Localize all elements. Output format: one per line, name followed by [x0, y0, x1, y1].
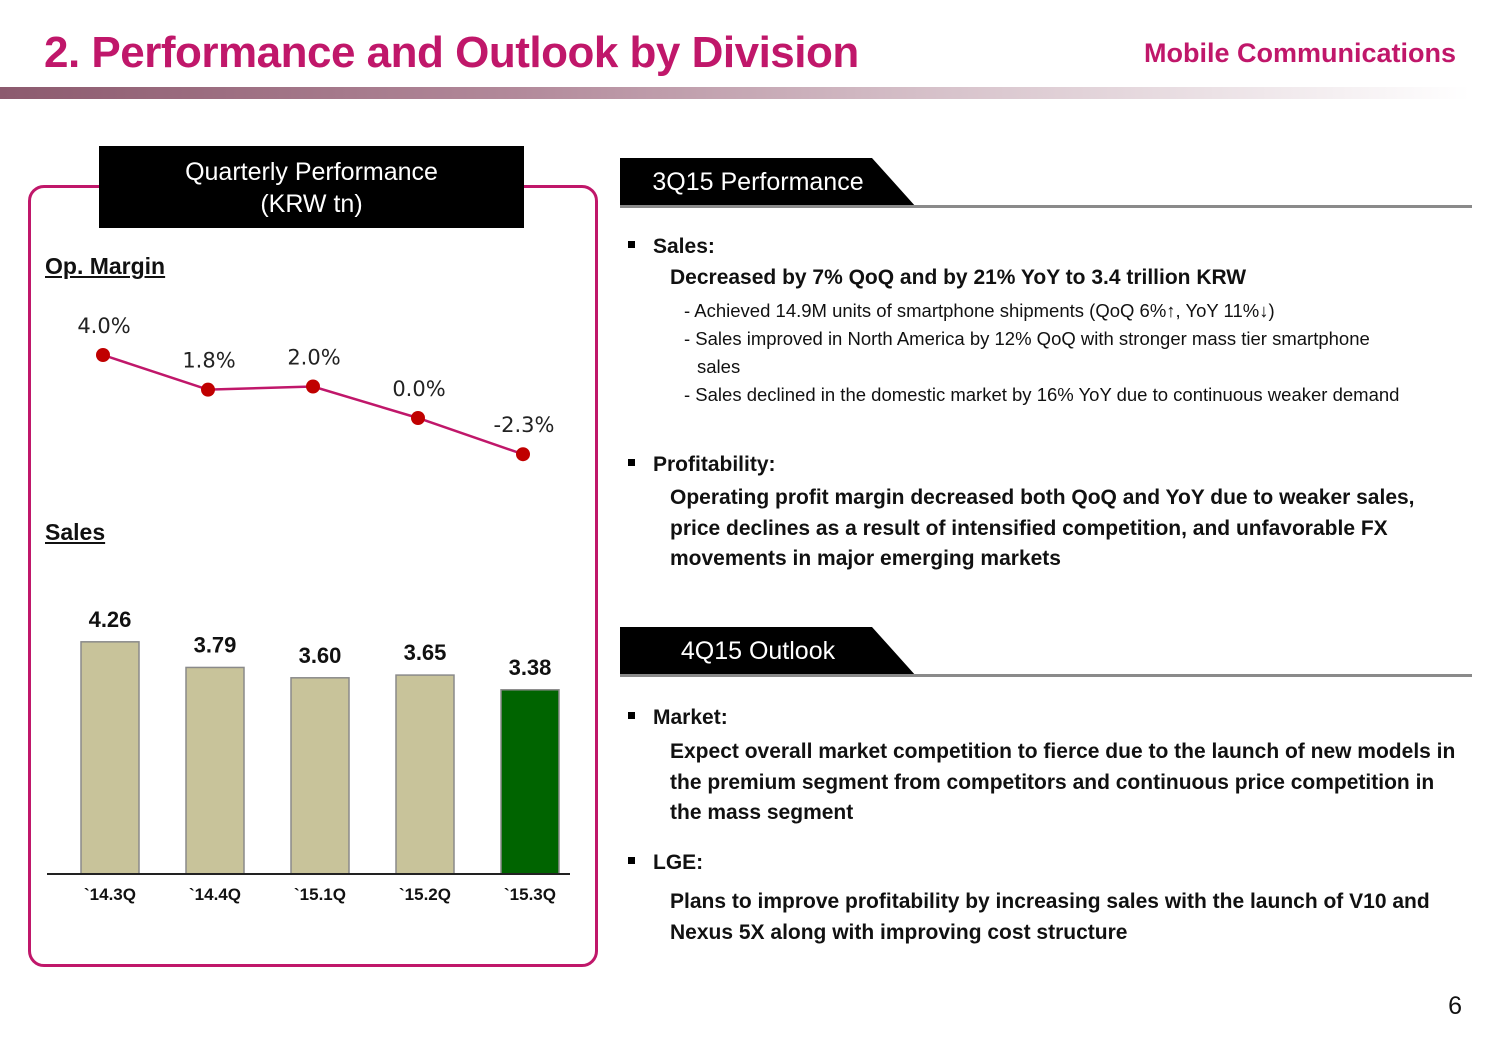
market-text: Expect overall market competition to fie…: [670, 740, 1456, 824]
sales-value-1: 4.26: [89, 607, 132, 632]
bullet-sales: Sales:: [628, 235, 715, 259]
x-tick-1: `14.3Q: [84, 885, 136, 904]
sales-bar-2: [185, 666, 245, 875]
bullet-market: Market:: [628, 706, 728, 730]
bullet-square-icon: [628, 458, 635, 466]
sales-label: Sales: [45, 519, 106, 545]
op-margin-label-5: -2.3%: [494, 413, 555, 437]
lge-text: Plans to improve profitability by increa…: [670, 890, 1430, 944]
sales-value-2: 3.79: [194, 632, 237, 657]
bullet-market-label: Market:: [653, 706, 728, 729]
op-margin-point: [516, 447, 530, 462]
title-divider: [0, 87, 1470, 99]
op-margin-label-3: 2.0%: [287, 346, 340, 370]
bullet-square-icon: [628, 856, 635, 864]
bullet-profitability: Profitability:: [628, 453, 776, 477]
division-label: Mobile Communications: [1143, 38, 1456, 68]
x-tick-4: `15.2Q: [399, 885, 451, 904]
sales-bar-3: [290, 677, 350, 875]
tab-3q15-performance-label: 3Q15 Performance: [652, 168, 864, 196]
x-tick-5: `15.3Q: [504, 885, 556, 904]
op-margin-point: [201, 382, 215, 397]
sales-bar-1: [80, 641, 140, 875]
op-margin-label-1: 4.0%: [77, 314, 130, 338]
op-margin-label: Op. Margin: [45, 253, 166, 279]
x-tick-2: `14.4Q: [189, 885, 241, 904]
bullet-square-icon: [628, 240, 635, 248]
sales-value-4: 3.65: [404, 640, 447, 665]
chart-panel-header: Quarterly Performance (KRW tn): [99, 146, 524, 228]
sales-summary: Decreased by 7% QoQ and by 21% YoY to 3.…: [670, 266, 1247, 289]
op-margin-point: [306, 379, 320, 394]
x-tick-3: `15.1Q: [294, 885, 346, 904]
op-margin-point: [411, 411, 425, 425]
chart-panel-title: Quarterly Performance: [185, 158, 438, 186]
tab-divider: [620, 205, 1472, 208]
op-margin-label-2: 1.8%: [182, 349, 235, 373]
op-margin-label-4: 0.0%: [392, 377, 445, 401]
chart-panel-unit: (KRW tn): [260, 190, 363, 218]
page-number: 6: [1448, 992, 1462, 1020]
bullet-lge: LGE:: [628, 851, 703, 875]
op-margin-line: [102, 353, 524, 456]
sales-value-3: 3.60: [299, 643, 342, 668]
sales-bar-5: [500, 689, 560, 875]
bullet-sales-label: Sales:: [653, 235, 715, 258]
page-title: 2. Performance and Outlook by Division: [44, 28, 859, 77]
sales-item-1: - Achieved 14.9M units of smartphone shi…: [684, 300, 1275, 321]
op-margin-point: [96, 348, 110, 362]
bullet-lge-label: LGE:: [653, 851, 704, 874]
sales-item-3: - Sales declined in the domestic market …: [684, 384, 1400, 405]
tab-divider: [620, 674, 1472, 677]
profitability-text: Operating profit margin decreased both Q…: [670, 486, 1415, 570]
sales-bar-4: [395, 674, 455, 875]
sales-item-2: - Sales improved in North America by 12%…: [684, 328, 1370, 377]
sales-value-5: 3.38: [509, 655, 552, 680]
tab-4q15-outlook-label: 4Q15 Outlook: [680, 637, 836, 665]
bullet-profitability-label: Profitability:: [653, 453, 776, 476]
bullet-square-icon: [628, 711, 635, 719]
